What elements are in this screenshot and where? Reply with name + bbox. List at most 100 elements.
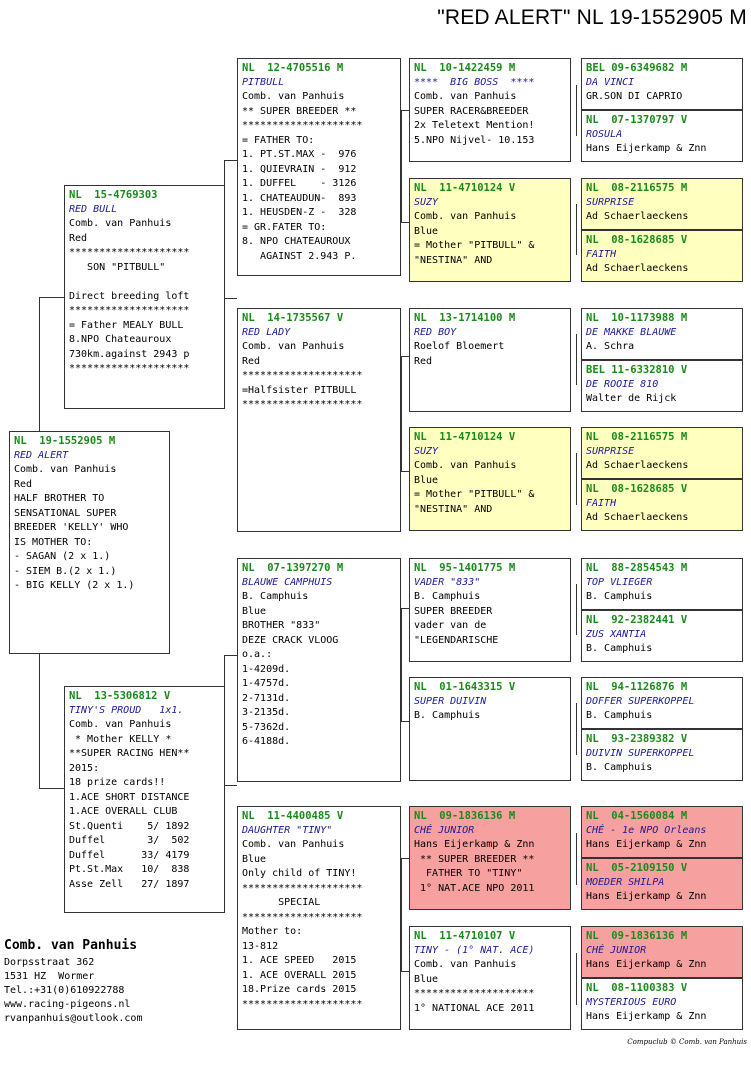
pedigree-card-g3: NL 08-2116575 M SURPRISE Ad Schaerlaecke…: [581, 178, 743, 230]
info-line: ********************: [414, 988, 535, 999]
pedigree-card-mm: NL 11-4400485 V DAUGHTER "TINY" Comb. va…: [237, 806, 401, 1030]
ring-number: NL 88-2854543 M: [586, 562, 688, 574]
connector-line: [401, 971, 409, 972]
ring-number: NL 07-1397270 M: [242, 562, 344, 574]
info-line: Walter de Rijck: [586, 393, 677, 404]
pedigree-card-father: NL 15-4769303 RED BULL Comb. van Panhuis…: [64, 185, 225, 409]
connector-line: [224, 298, 237, 299]
pigeon-name: SURPRISE: [586, 445, 635, 457]
pigeon-name: ROSULA: [586, 128, 623, 140]
pigeon-name: RED LADY: [242, 326, 291, 338]
connector-line: [224, 785, 237, 786]
info-line: 1. DUFFEL - 3126: [242, 178, 357, 189]
ring-number: BEL 11-6332810 V: [586, 364, 688, 376]
info-line: B. Camphuis: [586, 762, 653, 773]
pigeon-name: CHÉ JUNIOR: [586, 944, 647, 956]
pedigree-card-mother: NL 13-5306812 V TINY'S PROUD 1x1. Comb. …: [64, 686, 225, 913]
info-line: Hans Eijerkamp & Znn: [414, 839, 535, 850]
info-line: ********************: [242, 911, 363, 923]
info-line: = Mother "PITBULL" &: [414, 240, 535, 251]
info-line: 1-4757d.: [242, 678, 291, 689]
info-line: = GR.FATER TO:: [242, 221, 327, 233]
info-line: - BIG KELLY (2 x 1.): [14, 580, 135, 591]
connector-line: [224, 655, 237, 656]
info-line: Pt.St.Max 10/ 838: [69, 864, 190, 875]
ring-number: NL 19-1552905 M: [14, 435, 116, 447]
connector-line: [39, 297, 66, 298]
info-line: 1. QUIEVRAIN - 912: [242, 163, 357, 175]
info-line: 1. ACE SPEED 2015: [242, 955, 357, 966]
connector-line: [401, 858, 409, 859]
info-line: Duffel 3/ 502: [69, 835, 190, 846]
info-line: Red: [414, 355, 433, 367]
ring-number: NL 08-1100383 V: [586, 982, 688, 994]
connector-line: [401, 110, 409, 111]
pedigree-card-mff: NL 95-1401775 M VADER "833" B. Camphuis …: [409, 558, 571, 662]
connector-line: [401, 222, 409, 223]
info-line: Comb. van Panhuis: [69, 218, 172, 229]
pigeon-name: DE ROOIE 810: [586, 378, 659, 390]
connector-line: [401, 471, 409, 472]
info-line: 18.Prize cards 2015: [242, 984, 357, 995]
ring-number: NL 08-1628685 V: [586, 234, 688, 246]
pigeon-name: RED BULL: [69, 203, 118, 215]
info-line: 1. PT.ST.MAX - 976: [242, 149, 357, 160]
info-line: 6-4188d.: [242, 736, 291, 747]
connector-line: [39, 297, 40, 432]
connector-line: [401, 356, 402, 471]
ring-number: NL 10-1173988 M: [586, 312, 688, 324]
info-line: 2x Teletext Mention!: [414, 120, 535, 131]
ring-number: NL 94-1126876 M: [586, 681, 688, 693]
pigeon-name: FAITH: [586, 497, 617, 509]
info-line: vader van de: [414, 620, 487, 631]
info-line: Asse Zell 27/ 1897: [69, 878, 190, 890]
pigeon-name: PITBULL: [242, 76, 285, 88]
info-line: 1° NAT.ACE NPO 2011: [414, 882, 535, 894]
info-line: Comb. van Panhuis: [242, 341, 345, 352]
info-line: Ad Schaerlaeckens: [586, 263, 689, 274]
owner-contact-block: Comb. van Panhuis Dorpsstraat 362 1531 H…: [4, 936, 142, 1026]
info-line: Comb. van Panhuis: [69, 719, 172, 730]
info-line: Comb. van Panhuis: [414, 460, 517, 471]
info-line: Blue: [414, 973, 439, 985]
pigeon-name: FAITH: [586, 248, 617, 260]
pigeon-name: DE MAKKE BLAUWE: [586, 326, 677, 338]
info-line: B. Camphuis: [414, 710, 481, 721]
pigeon-name: MOEDER SHILPA: [586, 876, 665, 888]
pedigree-card-g16: NL 08-1100383 V MYSTERIOUS EURO Hans Eij…: [581, 978, 743, 1030]
pigeon-name: SURPRISE: [586, 196, 635, 208]
ring-number: NL 15-4769303: [69, 189, 158, 201]
pedigree-card-fmm: NL 11-4710124 V SUZY Comb. van Panhuis B…: [409, 427, 571, 531]
info-line: Comb. van Panhuis: [414, 959, 517, 970]
pigeon-name: SUZY: [414, 196, 439, 208]
ring-number: NL 08-1628685 V: [586, 483, 688, 495]
pigeon-name: MYSTERIOUS EURO: [586, 996, 677, 1008]
info-line: Roelof Bloemert: [414, 341, 505, 352]
owner-email: rvanpanhuis@outlook.com: [4, 1013, 143, 1024]
info-line: Red: [69, 232, 88, 244]
info-line: Hans Eijerkamp & Znn: [586, 959, 707, 970]
info-line: ********************: [69, 247, 190, 258]
pedigree-title: "RED ALERT" NL 19-1552905 M: [437, 6, 747, 29]
pigeon-name: CHÉ - 1e NPO Orleans: [586, 824, 707, 836]
connector-line: [401, 608, 409, 609]
info-line: A. Schra: [586, 341, 635, 352]
pedigree-card-g5: NL 10-1173988 M DE MAKKE BLAUWE A. Schra: [581, 308, 743, 360]
info-line: ** SUPER BREEDER **: [242, 105, 357, 117]
info-line: Ad Schaerlaeckens: [586, 512, 689, 523]
info-line: SUPER RACER&BREEDER: [414, 105, 529, 117]
info-line: = FATHER TO:: [242, 134, 315, 146]
ring-number: NL 95-1401775 M: [414, 562, 516, 574]
info-line: ********************: [69, 363, 190, 374]
info-line: 3-2135d.: [242, 707, 291, 718]
pedigree-card-g15: NL 09-1836136 M CHÉ JUNIOR Hans Eijerkam…: [581, 926, 743, 978]
info-line: Comb. van Panhuis: [14, 464, 117, 475]
ring-number: NL 92-2382441 V: [586, 614, 688, 626]
pedigree-card-fm: NL 14-1735567 V RED LADY Comb. van Panhu…: [237, 308, 401, 532]
info-line: BROTHER "833": [242, 620, 321, 631]
info-line: SON "PITBULL": [69, 261, 166, 273]
connector-line: [401, 356, 409, 357]
info-line: B. Camphuis: [586, 591, 653, 602]
info-line: ********************: [242, 882, 363, 894]
info-line: 1-4209d.: [242, 663, 291, 675]
